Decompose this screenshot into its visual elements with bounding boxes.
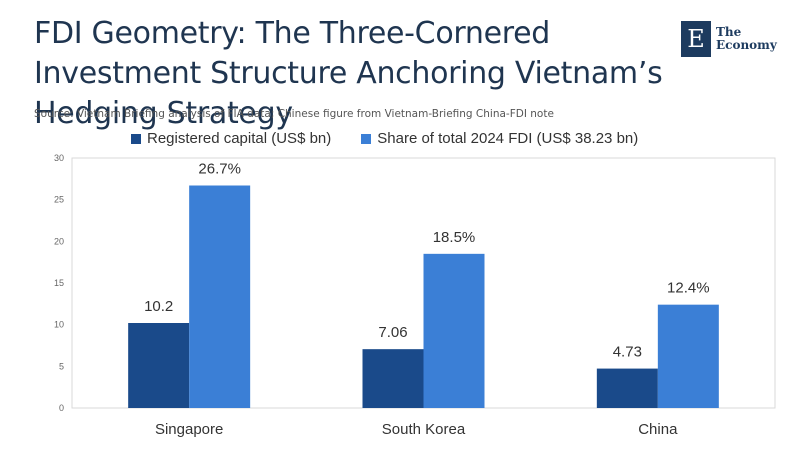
brand-logo: E The Economy — [681, 20, 777, 58]
data-label: 10.2 — [144, 298, 173, 315]
legend-swatch-series-2 — [361, 133, 372, 144]
legend-item-series-1: Registered capital (US$ bn) — [131, 130, 331, 147]
legend-label-series-1: Registered capital (US$ bn) — [147, 130, 332, 147]
x-tick-label: South Korea — [382, 421, 466, 438]
legend-label-series-2: Share of total 2024 FDI (US$ 38.23 bn) — [377, 130, 639, 147]
y-tick-label: 10 — [54, 320, 64, 330]
chart-legend: Registered capital (US$ bn) Share of tot… — [131, 130, 668, 147]
bar-registered-capital — [362, 349, 424, 408]
bar-registered-capital — [596, 368, 658, 408]
legend-swatch-series-1 — [131, 133, 141, 144]
chart-title: FDI Geometry: The Three-Cornered Investm… — [34, 16, 663, 131]
y-tick-label: 5 — [59, 361, 64, 371]
data-label: 4.73 — [613, 344, 642, 361]
y-tick-label: 25 — [54, 195, 64, 205]
logo-line-2: Economy — [716, 38, 777, 52]
data-label: 18.5% — [433, 229, 476, 246]
x-tick-label: Singapore — [155, 421, 223, 438]
bar-share-of-fdi — [423, 253, 485, 408]
legend-item-series-2: Share of total 2024 FDI (US$ 38.23 bn) — [361, 130, 638, 147]
y-tick-label: 30 — [54, 153, 64, 163]
data-label: 26.7% — [198, 161, 241, 178]
logo-mark-icon: E — [681, 21, 711, 57]
y-tick-label: 15 — [54, 278, 64, 288]
source-note: Source: Vietnam Briefing analysis of FIA… — [34, 108, 554, 120]
x-tick-label: China — [638, 421, 678, 438]
y-tick-label: 0 — [59, 403, 64, 413]
data-label: 12.4% — [667, 280, 710, 297]
bar-registered-capital — [128, 323, 190, 408]
bar-share-of-fdi — [189, 185, 251, 408]
y-tick-label: 20 — [54, 236, 64, 246]
bar-share-of-fdi — [657, 304, 719, 408]
data-label: 7.06 — [378, 324, 407, 341]
logo-line-1: The — [716, 25, 742, 39]
logo-wordmark: The Economy — [716, 26, 777, 52]
